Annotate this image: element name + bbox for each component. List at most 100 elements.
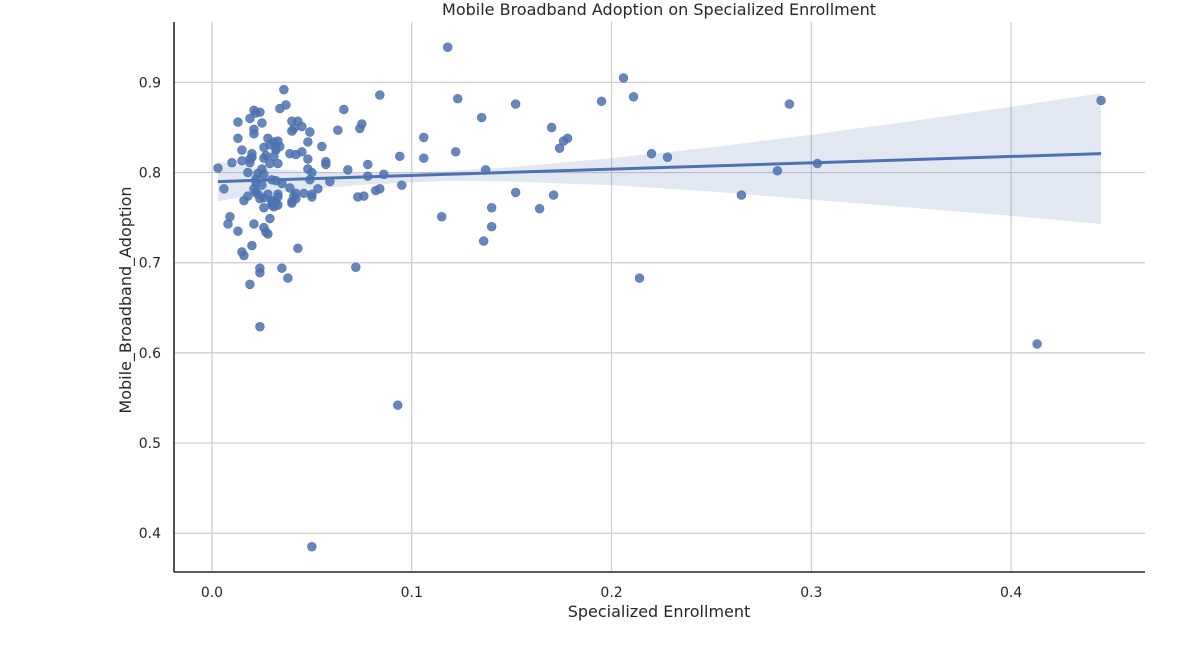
data-point xyxy=(303,137,313,147)
data-point xyxy=(478,236,489,246)
data-point xyxy=(554,143,565,153)
data-point xyxy=(247,152,257,162)
data-point xyxy=(305,127,315,137)
data-point xyxy=(451,147,461,157)
data-point xyxy=(772,166,783,176)
data-point xyxy=(307,542,317,552)
data-point xyxy=(596,96,607,107)
x-tick-label: 0.0 xyxy=(201,585,223,601)
data-point xyxy=(281,100,291,110)
data-point xyxy=(245,113,255,124)
y-axis-label: Mobile_Broadband_Adoption xyxy=(116,186,136,413)
data-point xyxy=(285,183,295,193)
x-tick-label: 0.3 xyxy=(800,585,822,601)
data-point xyxy=(646,148,657,159)
data-point xyxy=(397,180,407,190)
data-point xyxy=(634,273,645,283)
data-point xyxy=(562,133,573,144)
y-tick-label: 0.6 xyxy=(139,346,161,362)
data-point xyxy=(339,104,349,115)
data-point xyxy=(375,90,385,100)
data-point xyxy=(279,84,289,95)
x-axis-label: Specialized Enrollment xyxy=(568,602,751,621)
data-point xyxy=(277,263,287,273)
data-point xyxy=(363,159,373,170)
x-tick-label: 0.4 xyxy=(1000,585,1022,601)
y-tick-label: 0.4 xyxy=(139,526,161,542)
data-point xyxy=(243,167,253,178)
data-point xyxy=(239,250,249,261)
y-tick-labels: 0.4 0.5 0.6 0.7 0.8 0.9 xyxy=(139,75,161,542)
data-point xyxy=(784,99,795,109)
data-point xyxy=(486,203,497,213)
data-point xyxy=(303,154,313,164)
data-point xyxy=(299,188,309,199)
data-point xyxy=(255,107,265,117)
data-point xyxy=(357,119,367,129)
data-point xyxy=(233,117,243,127)
data-point xyxy=(257,118,267,128)
x-tick-label: 0.2 xyxy=(600,585,622,601)
data-point xyxy=(351,262,361,272)
data-point xyxy=(510,187,521,198)
data-point xyxy=(255,322,265,332)
y-tick-label: 0.8 xyxy=(139,166,161,182)
data-point xyxy=(375,184,385,194)
data-point xyxy=(476,112,487,123)
data-point xyxy=(618,73,629,83)
data-point xyxy=(263,229,273,239)
data-point xyxy=(419,153,429,163)
data-point xyxy=(486,221,497,232)
data-point xyxy=(273,200,283,210)
data-point xyxy=(243,191,253,201)
y-tick-label: 0.5 xyxy=(139,436,161,452)
data-point xyxy=(255,263,265,273)
data-point xyxy=(257,180,267,190)
data-point xyxy=(237,156,247,166)
data-point xyxy=(259,203,269,213)
data-point xyxy=(333,125,343,135)
data-point xyxy=(534,203,545,214)
data-points xyxy=(213,42,1106,552)
y-tick-label: 0.7 xyxy=(139,256,161,272)
data-point xyxy=(233,226,243,236)
data-point xyxy=(245,279,255,290)
data-point xyxy=(437,212,447,222)
data-point xyxy=(736,190,747,200)
grid-lines xyxy=(174,22,1145,572)
data-point xyxy=(219,184,229,194)
data-point xyxy=(548,190,559,200)
data-point xyxy=(395,151,405,162)
data-point xyxy=(443,42,453,52)
data-point xyxy=(283,273,293,283)
data-point xyxy=(307,189,317,199)
x-tick-labels: 0.0 0.1 0.2 0.3 0.4 xyxy=(201,585,1023,601)
data-point xyxy=(1032,339,1042,349)
data-point xyxy=(273,158,283,169)
data-point xyxy=(247,240,257,251)
data-point xyxy=(233,133,243,144)
data-point xyxy=(662,152,673,162)
y-tick-label: 0.9 xyxy=(139,75,161,91)
data-point xyxy=(317,141,327,152)
data-point xyxy=(297,147,307,157)
data-point xyxy=(307,167,317,178)
x-tick-label: 0.1 xyxy=(401,585,423,601)
data-point xyxy=(297,121,307,132)
data-point xyxy=(628,92,639,102)
data-point xyxy=(249,129,259,139)
regression-line xyxy=(217,152,1102,184)
data-point xyxy=(259,169,269,180)
data-point xyxy=(249,219,259,229)
data-point xyxy=(393,400,403,410)
data-point xyxy=(313,184,323,194)
data-point xyxy=(225,212,235,222)
data-point xyxy=(343,165,353,175)
data-point xyxy=(213,163,223,173)
data-point xyxy=(419,132,429,143)
data-point xyxy=(273,192,283,202)
data-point xyxy=(321,159,331,170)
data-point xyxy=(237,145,247,155)
data-point xyxy=(265,213,275,224)
